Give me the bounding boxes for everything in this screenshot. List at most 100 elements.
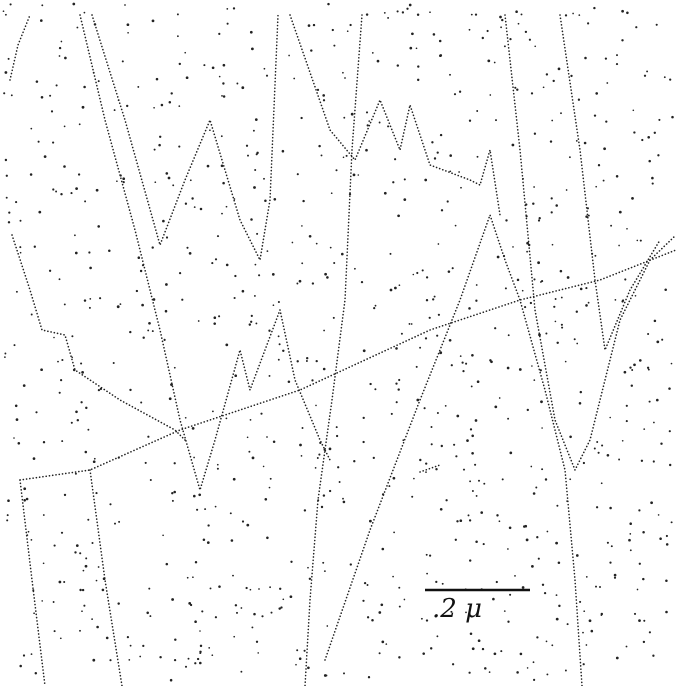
speckle (347, 30, 349, 32)
speckle (152, 246, 154, 248)
speckle (500, 650, 502, 652)
speckle (643, 428, 645, 430)
speckle (594, 114, 596, 116)
speckle (429, 555, 431, 557)
speckle (199, 630, 201, 632)
speckle (497, 256, 500, 259)
speckle (171, 492, 173, 494)
speckle (395, 347, 398, 350)
speckle (245, 587, 247, 589)
speckle (172, 500, 174, 502)
speckle (362, 600, 364, 602)
speckle (162, 534, 164, 536)
speckle (610, 225, 612, 227)
speckle (85, 407, 87, 409)
speckle (250, 218, 253, 221)
speckle (324, 570, 326, 572)
speckle (3, 92, 5, 94)
speckle (556, 594, 558, 596)
speckle (174, 367, 176, 369)
speckle (146, 612, 149, 615)
speckle (565, 14, 567, 16)
speckle (249, 323, 251, 325)
speckle (476, 495, 478, 497)
speckle (75, 411, 78, 414)
speckle (569, 156, 571, 158)
speckle (330, 247, 332, 249)
speckle (529, 39, 531, 41)
speckle (659, 537, 662, 540)
speckle (460, 355, 462, 357)
speckle (7, 499, 10, 502)
speckle (599, 586, 601, 588)
speckle (576, 140, 578, 142)
speckle (398, 388, 400, 390)
speckle (311, 379, 313, 381)
speckle (417, 65, 419, 67)
speckle (657, 154, 659, 156)
speckle (426, 573, 428, 575)
speckle (441, 445, 443, 447)
speckle (85, 557, 87, 559)
speckle (240, 671, 242, 673)
speckle (546, 673, 548, 675)
speckle (211, 262, 213, 264)
speckle (97, 225, 100, 228)
speckle (81, 371, 84, 374)
speckle (449, 154, 452, 157)
speckle (379, 652, 381, 654)
speckle (458, 171, 460, 173)
speckle (633, 131, 635, 133)
speckle (452, 663, 454, 665)
speckle (647, 367, 649, 369)
speckle (315, 405, 317, 407)
speckle (318, 145, 320, 147)
speckle (170, 679, 173, 682)
speckle (452, 267, 454, 269)
speckle (215, 616, 217, 618)
speckle (273, 198, 276, 201)
speckle (129, 331, 131, 333)
speckle (108, 250, 111, 253)
speckle (85, 565, 88, 568)
speckle (669, 430, 671, 432)
speckle (349, 24, 351, 26)
speckle (74, 234, 76, 236)
speckle (633, 110, 635, 112)
speckle (580, 391, 582, 393)
speckle (532, 202, 534, 204)
speckle (306, 360, 308, 362)
speckle (16, 291, 18, 293)
speckle (465, 363, 467, 365)
speckle (343, 157, 345, 159)
speckle (278, 335, 280, 337)
speckle (474, 464, 476, 466)
speckle (556, 505, 558, 507)
speckle (91, 542, 93, 544)
speckle (317, 457, 319, 459)
speckle (241, 86, 244, 89)
speckle (256, 233, 258, 235)
speckle (621, 10, 624, 13)
speckle (453, 444, 455, 446)
micrograph: .2 μ (0, 0, 676, 686)
speckle (241, 607, 243, 609)
speckle (605, 57, 607, 59)
speckle (30, 173, 33, 176)
speckle (466, 439, 469, 442)
speckle (535, 487, 537, 489)
speckle (344, 77, 346, 79)
speckle (494, 327, 496, 329)
speckle (318, 454, 320, 456)
speckle (296, 283, 298, 285)
speckle (212, 410, 214, 412)
speckle (560, 112, 562, 114)
speckle (555, 321, 557, 323)
speckle (174, 638, 176, 640)
speckle (629, 533, 631, 535)
speckle (247, 155, 249, 157)
speckle (401, 333, 403, 335)
speckle (565, 361, 567, 363)
speckle (31, 314, 33, 316)
speckle (545, 478, 547, 480)
